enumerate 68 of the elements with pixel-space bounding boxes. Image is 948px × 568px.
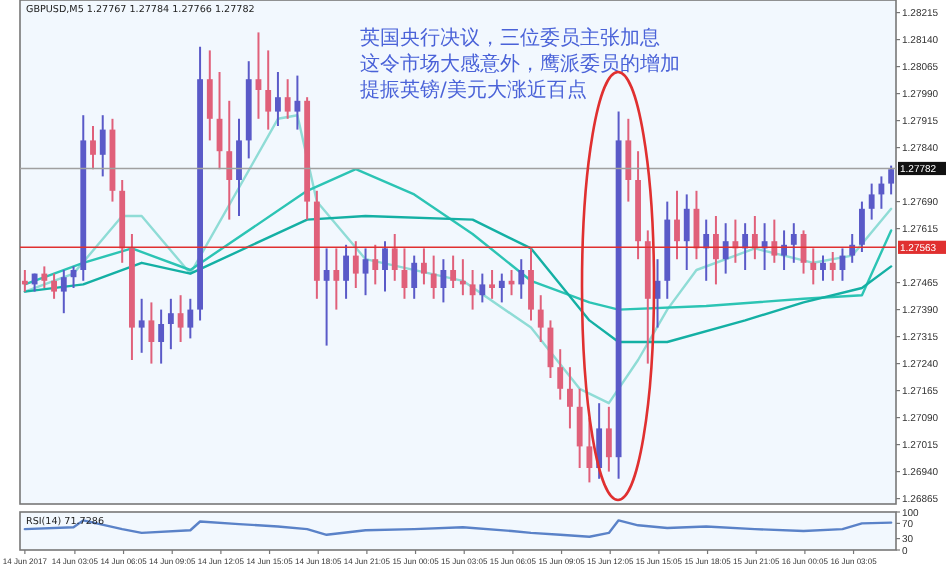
candlestick	[440, 258, 447, 304]
candlestick	[829, 251, 836, 282]
line-series	[23, 168, 893, 311]
candlestick	[586, 416, 593, 484]
candlestick	[323, 247, 330, 347]
candlestick	[859, 200, 865, 253]
candlestick	[683, 193, 690, 271]
candlestick	[148, 301, 155, 365]
candlestick	[265, 49, 272, 131]
candlestick	[411, 254, 418, 300]
candlestick	[333, 247, 340, 311]
candlestick	[167, 297, 174, 351]
candlestick	[781, 229, 787, 271]
candlestick	[372, 243, 379, 286]
candlestick	[537, 294, 544, 343]
line-series	[23, 114, 893, 405]
candlestick	[284, 78, 291, 120]
candlestick	[810, 247, 817, 286]
candlestick	[567, 366, 573, 430]
candlestick	[158, 308, 165, 365]
candlestick	[489, 269, 495, 300]
candlestick	[742, 222, 749, 271]
candlestick	[90, 125, 96, 171]
candlestick	[713, 215, 719, 286]
candlestick	[352, 240, 359, 289]
candlestick	[557, 348, 564, 401]
candlestick	[236, 117, 242, 217]
candlestick	[518, 258, 525, 300]
candlestick	[60, 269, 67, 315]
candlestick	[878, 175, 885, 210]
candlestick	[41, 265, 48, 289]
candlestick	[99, 114, 106, 178]
candlestick	[177, 294, 184, 343]
candlestick	[479, 272, 486, 304]
candlestick	[275, 71, 281, 127]
line-series	[23, 519, 893, 538]
candlestick	[751, 215, 758, 261]
candlestick	[206, 49, 213, 142]
candlestick	[625, 117, 632, 203]
candlestick	[771, 218, 778, 264]
candlestick	[820, 254, 826, 282]
annotation: 提振英镑/美元大涨近百点	[360, 78, 587, 102]
candlestick	[498, 272, 505, 304]
candlestick	[703, 218, 710, 282]
candlestick	[382, 240, 388, 293]
line-series	[23, 214, 893, 344]
candlestick	[528, 247, 534, 322]
annotation: 这令市场大感意外，鹰派委员的增加	[360, 52, 680, 76]
candlestick	[421, 247, 427, 286]
candlestick	[51, 272, 57, 300]
candlestick	[722, 222, 729, 275]
candlestick	[226, 99, 233, 221]
candlestick	[849, 233, 856, 264]
candlestick	[868, 182, 875, 221]
candlestick	[450, 254, 457, 289]
candlestick	[430, 254, 437, 300]
candlestick	[343, 243, 349, 300]
candlestick	[391, 233, 398, 282]
annotation: 英国央行决议，三位委员主张加息	[360, 26, 660, 50]
candlestick	[187, 297, 194, 340]
candlestick	[888, 164, 895, 196]
candlestick	[605, 405, 612, 473]
candlestick	[674, 189, 680, 261]
candlestick	[576, 387, 583, 469]
candlestick	[138, 297, 145, 354]
candlestick	[790, 222, 797, 264]
candlestick	[294, 74, 301, 131]
candlestick	[469, 269, 476, 311]
